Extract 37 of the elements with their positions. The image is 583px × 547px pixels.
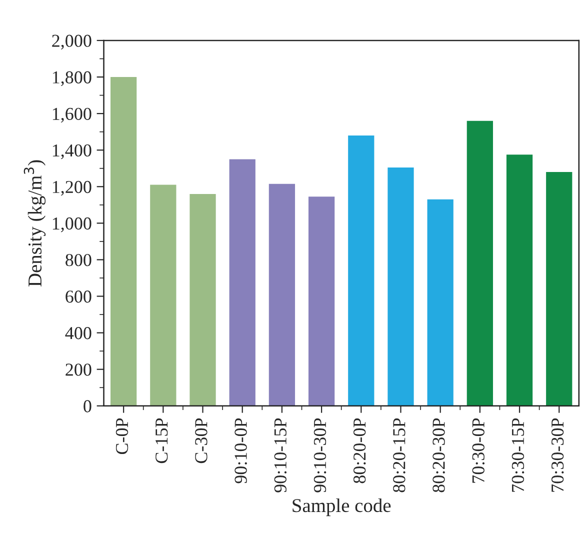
y-tick-label: 1,400 (52, 144, 92, 160)
y-tick-label: 1,800 (52, 71, 92, 86)
bar (466, 120, 493, 406)
x-tick-label: 80:20-15P (393, 418, 406, 492)
x-tick-label: 70:30-0P (472, 418, 485, 483)
bar (388, 167, 414, 406)
y-tick-label: 200 (66, 364, 92, 376)
y-tick-label: 0 (84, 400, 92, 412)
x-tick-label: C-30P (195, 418, 208, 464)
x-axis-title: Sample code (292, 498, 391, 516)
bar (229, 159, 256, 406)
bar (110, 77, 137, 406)
y-tick-label: 1,000 (52, 217, 92, 232)
bar (427, 199, 454, 406)
bar (348, 135, 374, 406)
y-tick-label: 800 (66, 254, 92, 266)
bar (190, 194, 216, 406)
y-tick-label: 2,000 (52, 34, 92, 50)
x-tick-label: 90:10-0P (234, 418, 247, 484)
bar (506, 154, 533, 406)
x-tick-label: C-15P (156, 418, 168, 464)
bar (546, 172, 572, 406)
y-axis-title: Density (kg/m$^{3}$) (24, 160, 46, 286)
y-tick-label: 1,600 (52, 108, 92, 123)
y-tick-label: 1,200 (52, 180, 92, 196)
bar (150, 184, 176, 406)
x-tick-label: 90:10-30P (314, 418, 326, 492)
bar (268, 184, 296, 406)
bar (308, 196, 335, 406)
x-tick-label: 80:20-30P (432, 418, 445, 492)
x-tick-label: 80:20-0P (353, 418, 366, 484)
x-tick-label: C-0P (116, 418, 128, 454)
x-tick-label: 70:30-30P (551, 418, 564, 492)
x-tick-label: 90:10-15P (274, 418, 287, 492)
y-tick-label: 400 (65, 327, 92, 340)
x-tick-label: 70:30-15P (512, 418, 524, 492)
y-tick-label: 600 (66, 290, 92, 303)
